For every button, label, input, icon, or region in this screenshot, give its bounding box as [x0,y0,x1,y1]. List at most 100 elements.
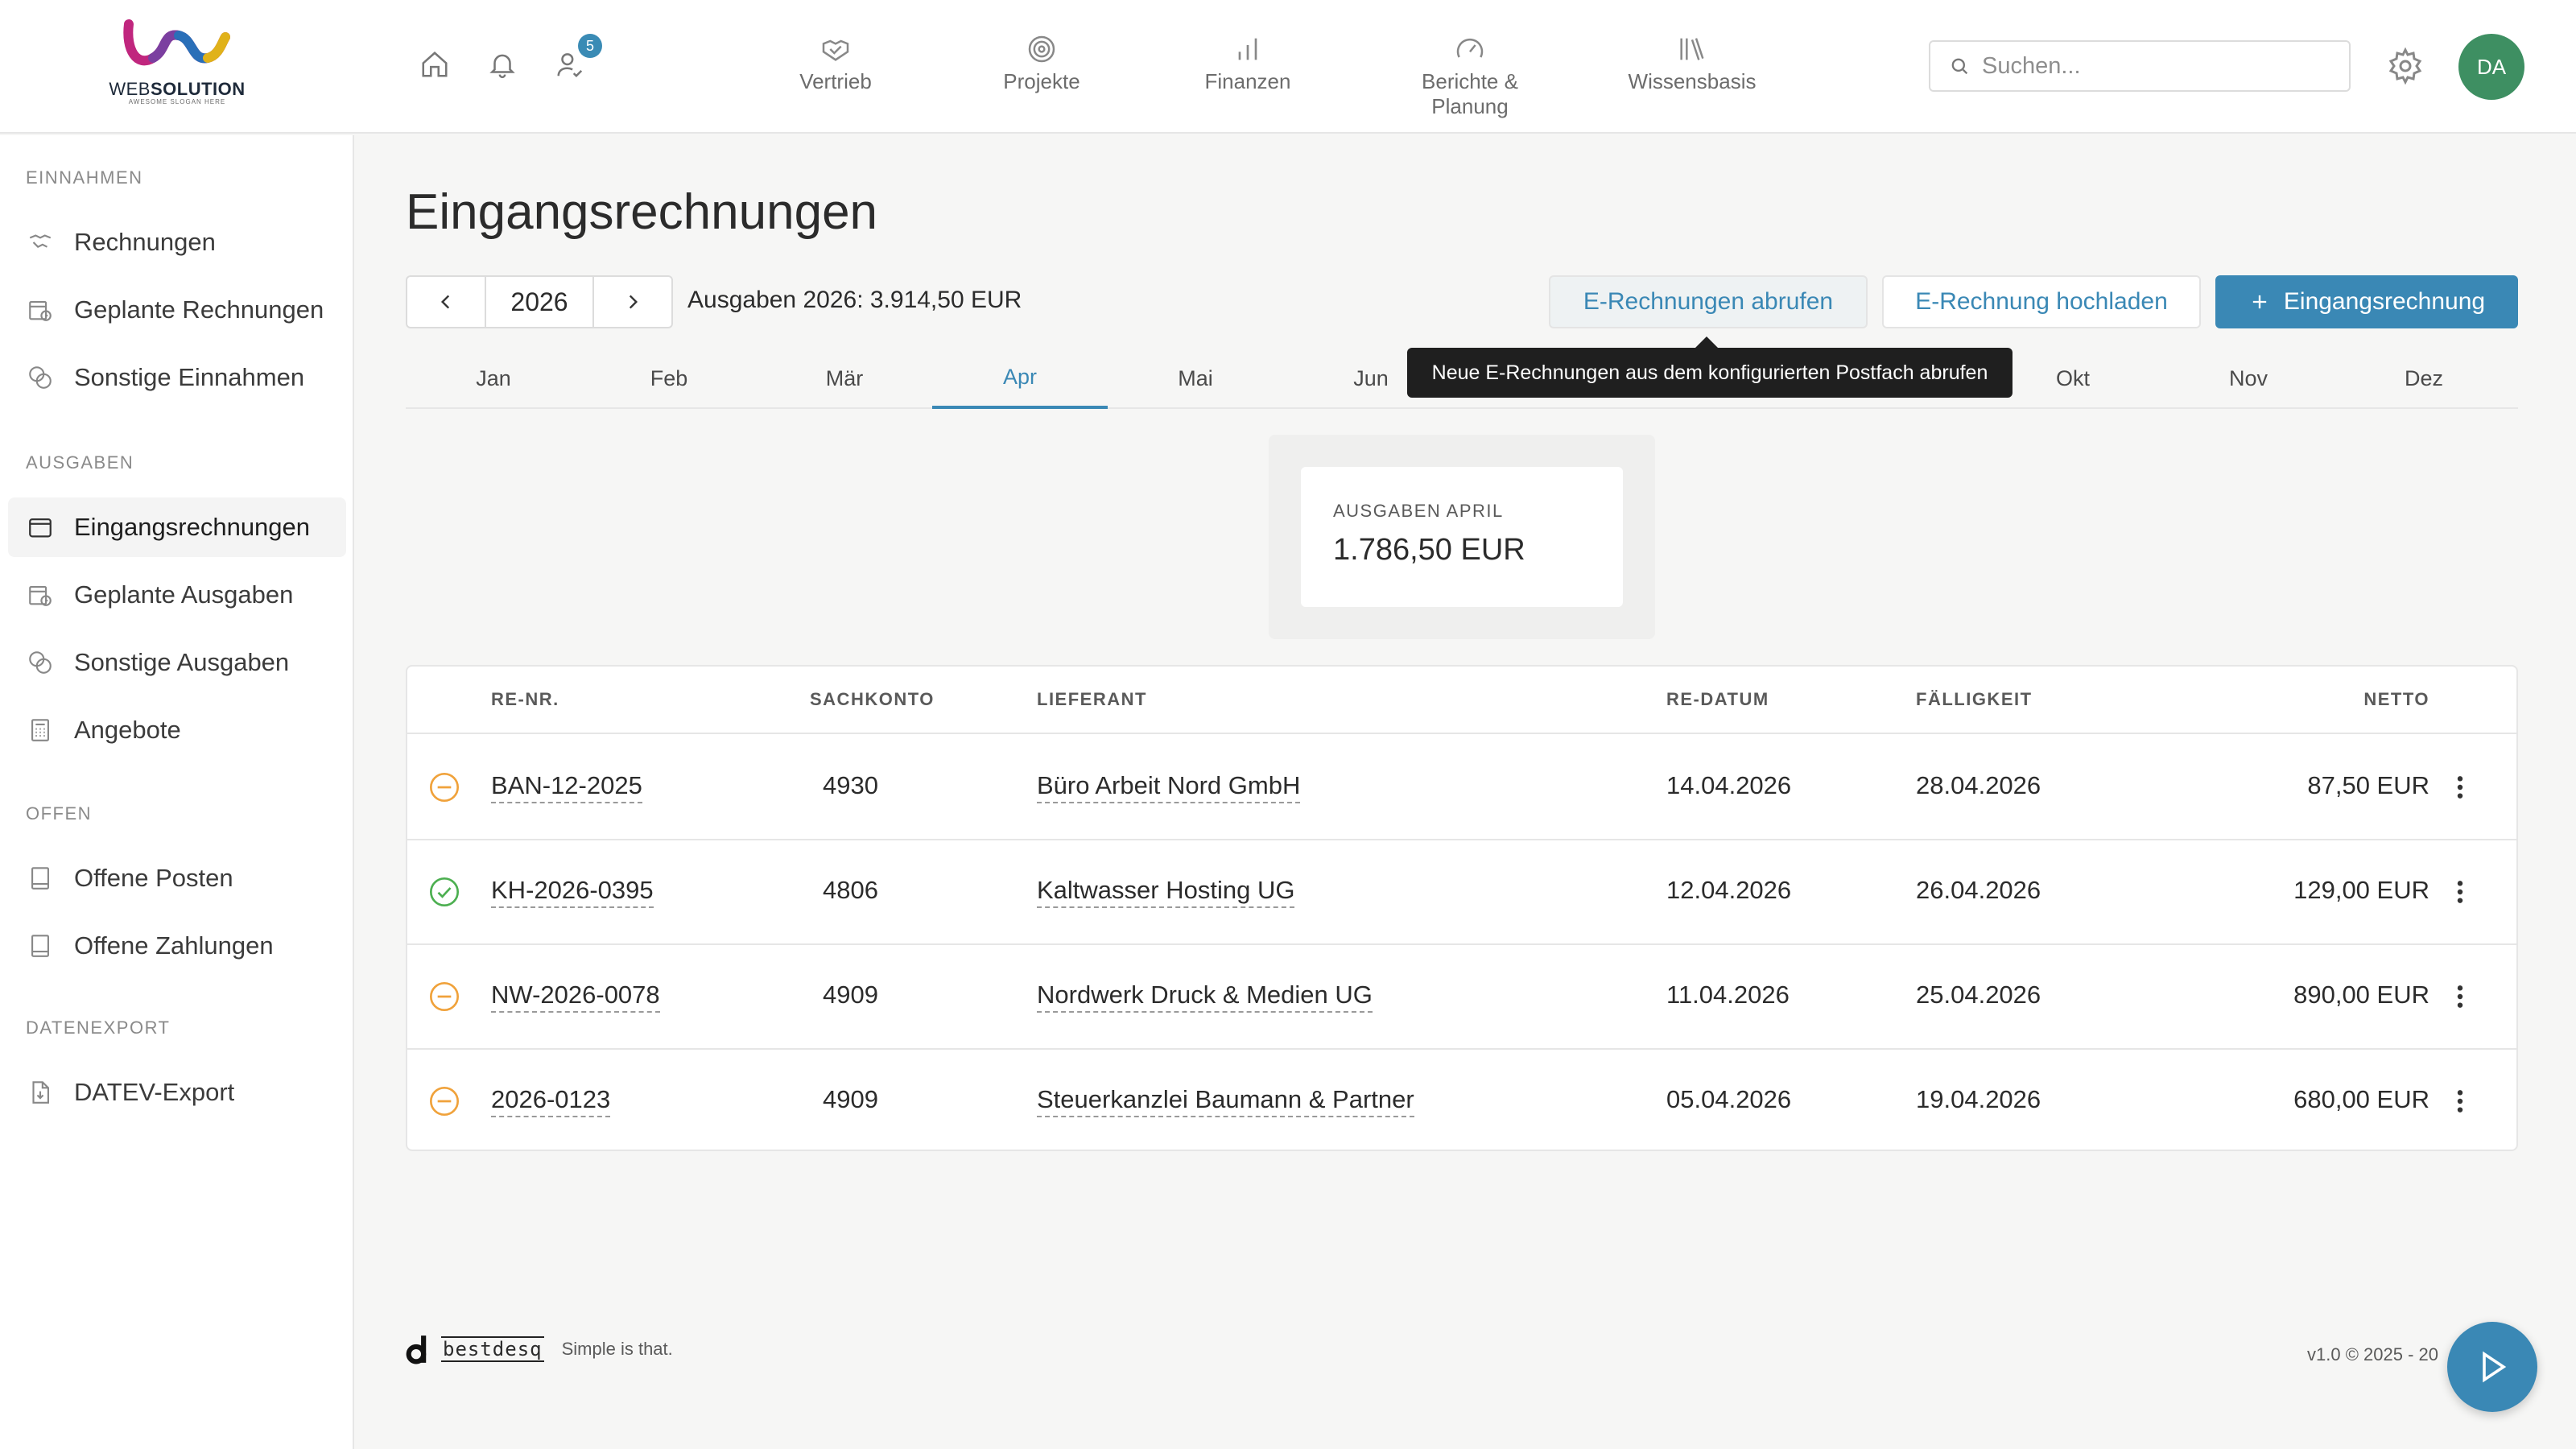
sachkonto: 4909 [823,1085,878,1113]
coins-icon [26,363,55,392]
due-date: 28.04.2026 [1916,771,2041,799]
status-open-icon [430,773,459,802]
row-menu-button[interactable] [2444,876,2476,908]
handshake-icon [26,228,55,257]
invoice-number-link[interactable]: 2026-0123 [491,1085,611,1117]
invoice-table: RE-NR. SACHKONTO LIEFERANT RE-DATUM FÄLL… [406,665,2518,1151]
table-row[interactable]: BAN-12-2025 4930 Büro Arbeit Nord GmbH 1… [407,736,2516,840]
net-amount: 87,50 EUR [2307,771,2429,799]
row-menu-button[interactable] [2444,1085,2476,1117]
nav-finanzen-label: Finanzen [1204,69,1291,93]
invoice-number-link[interactable]: NW-2026-0078 [491,980,660,1013]
brand-logo-mark [123,19,230,66]
calculator-icon [26,716,55,745]
play-button[interactable] [2447,1322,2537,1412]
footer-tagline: Simple is that. [561,1339,673,1359]
search-input[interactable]: Suchen... [1929,40,2351,92]
top-bar: WEBSOLUTION AWESOME SLOGAN HERE 5 Vertri… [0,0,2576,134]
col-netto[interactable]: NETTO [2363,689,2429,709]
invoice-date: 14.04.2026 [1666,771,1792,799]
col-re-datum[interactable]: RE-DATUM [1666,689,1769,709]
add-incoming-invoice-label: Eingangsrechnung [2283,288,2486,315]
col-renr[interactable]: RE-NR. [491,689,559,709]
plus-icon [2252,295,2267,309]
supplier-link[interactable]: Büro Arbeit Nord GmbH [1037,771,1301,803]
home-icon[interactable] [417,47,452,82]
row-menu-button[interactable] [2444,980,2476,1013]
brand-tagline: AWESOME SLOGAN HERE [128,98,226,105]
tab-okt[interactable]: Okt [2055,365,2090,390]
tab-nov[interactable]: Nov [2228,365,2268,390]
fetch-e-invoices-button[interactable]: E-Rechnungen abrufen [1549,275,1868,328]
sidebar-item-rechnungen[interactable]: Rechnungen [8,213,346,272]
tab-jun[interactable]: Jun [1353,365,1389,390]
net-amount: 129,00 EUR [2293,876,2429,904]
nav-wissensbasis[interactable]: Wissensbasis [1604,31,1781,94]
calendar-clock-icon [26,580,55,609]
table-row[interactable]: KH-2026-0395 4806 Kaltwasser Hosting UG … [407,840,2516,945]
more-vertical-icon [2457,881,2463,903]
row-menu-button[interactable] [2444,771,2476,803]
bestdesq-logo-icon [406,1335,427,1364]
nav-vertrieb-label: Vertrieb [799,69,872,93]
gear-icon[interactable] [2386,47,2425,85]
sidebar-item-label: Geplante Rechnungen [74,295,324,324]
tab-dez[interactable]: Dez [2404,365,2443,390]
sidebar-item-sonstige-ausgaben[interactable]: Sonstige Ausgaben [8,633,346,692]
nav-berichte[interactable]: Berichte & Planung [1381,31,1558,119]
sidebar-item-datev-export[interactable]: DATEV-Export [8,1063,346,1122]
sachkonto: 4806 [823,876,878,904]
nav-projekte[interactable]: Projekte [953,31,1130,94]
invoice-number-link[interactable]: KH-2026-0395 [491,876,654,908]
target-icon [953,31,1130,68]
prev-year-button[interactable] [407,277,485,327]
summary-card: AUSGABEN APRIL 1.786,50 EUR [1301,467,1623,607]
due-date: 25.04.2026 [1916,980,2041,1009]
tab-maer[interactable]: Mär [825,365,864,390]
nav-vertrieb[interactable]: Vertrieb [747,31,924,94]
user-check-icon[interactable] [552,47,588,82]
next-year-button[interactable] [594,277,671,327]
user-avatar[interactable]: DA [2458,34,2524,100]
sidebar-item-sonstige-einnahmen[interactable]: Sonstige Einnahmen [8,348,346,407]
sidebar-item-label: Offene Posten [74,864,233,892]
summary-label: AUSGABEN APRIL [1333,501,1504,521]
book-icon [26,931,55,960]
section-label-ausgaben: AUSGABEN [26,452,134,473]
summary-panel: AUSGABEN APRIL 1.786,50 EUR [1269,435,1655,639]
supplier-link[interactable]: Kaltwasser Hosting UG [1037,876,1295,908]
sidebar-item-angebote[interactable]: Angebote [8,700,346,760]
supplier-link[interactable]: Steuerkanzlei Baumann & Partner [1037,1085,1414,1117]
sidebar-item-offene-posten[interactable]: Offene Posten [8,848,346,908]
search-icon [1951,58,1968,75]
col-lieferant[interactable]: LIEFERANT [1037,689,1147,709]
add-incoming-invoice-button[interactable]: Eingangsrechnung [2215,275,2518,328]
brand-logo[interactable]: WEBSOLUTION AWESOME SLOGAN HERE [105,18,250,111]
year-selector: 2026 [406,275,673,328]
tab-feb[interactable]: Feb [650,365,688,390]
tab-jan[interactable]: Jan [476,365,511,390]
tab-apr[interactable]: Apr [932,348,1108,409]
sidebar-item-offene-zahlungen[interactable]: Offene Zahlungen [8,916,346,976]
bell-icon[interactable] [485,47,520,82]
table-row[interactable]: 2026-0123 4909 Steuerkanzlei Baumann & P… [407,1050,2516,1150]
invoice-number-link[interactable]: BAN-12-2025 [491,771,642,803]
due-date: 26.04.2026 [1916,876,2041,904]
table-row[interactable]: NW-2026-0078 4909 Nordwerk Druck & Medie… [407,945,2516,1050]
sidebar-item-geplante-ausgaben[interactable]: Geplante Ausgaben [8,565,346,625]
page-title: Eingangsrechnungen [406,184,878,240]
sidebar-item-eingangsrechnungen[interactable]: Eingangsrechnungen [8,497,346,557]
sidebar-item-geplante-rechnungen[interactable]: Geplante Rechnungen [8,280,346,340]
tab-mai[interactable]: Mai [1178,365,1213,390]
nav-finanzen[interactable]: Finanzen [1159,31,1336,94]
footer-brand: bestdesq Simple is that. [406,1333,673,1365]
col-faelligkeit[interactable]: FÄLLIGKEIT [1916,689,2033,709]
upload-e-invoice-button[interactable]: E-Rechnung hochladen [1882,275,2201,328]
sidebar-item-label: Offene Zahlungen [74,931,274,960]
section-label-offen: OFFEN [26,803,93,824]
supplier-link[interactable]: Nordwerk Druck & Medien UG [1037,980,1373,1013]
col-sachkonto[interactable]: SACHKONTO [810,689,935,709]
chevron-right-icon [629,295,638,309]
year-value: 2026 [485,277,594,327]
more-vertical-icon [2457,985,2463,1008]
